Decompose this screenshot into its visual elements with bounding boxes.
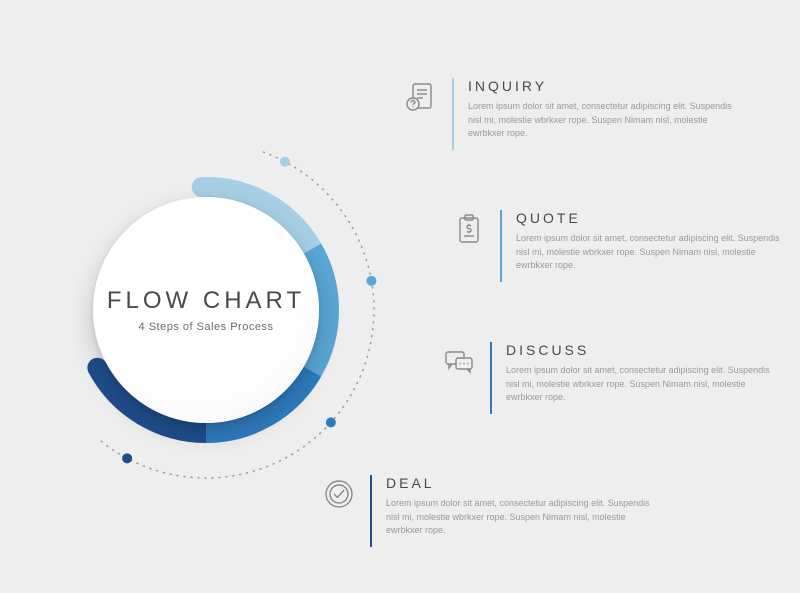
step-body: Lorem ipsum dolor sit amet, consectetur … (386, 497, 656, 538)
connector-node (280, 157, 290, 167)
step-quote: QUOTE Lorem ipsum dolor sit amet, consec… (452, 210, 786, 282)
center-title: FLOW CHART (107, 287, 305, 315)
connector-node (366, 276, 376, 286)
step-divider (490, 342, 492, 414)
step-divider (370, 475, 372, 547)
connector-node (326, 417, 336, 427)
step-title: DEAL (386, 475, 656, 491)
step-inquiry: INQUIRY Lorem ipsum dolor sit amet, cons… (404, 78, 738, 150)
connector-node (122, 453, 132, 463)
infographic-stage: FLOW CHART 4 Steps of Sales Process INQU… (0, 0, 800, 593)
center-disc: FLOW CHART 4 Steps of Sales Process (93, 197, 319, 423)
step-deal: DEAL Lorem ipsum dolor sit amet, consect… (322, 475, 656, 547)
step-divider (500, 210, 502, 282)
step-discuss: DISCUSS Lorem ipsum dolor sit amet, cons… (442, 342, 776, 414)
step-title: INQUIRY (468, 78, 738, 94)
check-circle-icon (322, 477, 356, 511)
center-subtitle: 4 Steps of Sales Process (139, 321, 274, 333)
step-body: Lorem ipsum dolor sit amet, consectetur … (516, 232, 786, 273)
step-title: DISCUSS (506, 342, 776, 358)
step-body: Lorem ipsum dolor sit amet, consectetur … (506, 364, 776, 405)
clipboard-dollar-icon (452, 212, 486, 246)
document-question-icon (404, 80, 438, 114)
step-body: Lorem ipsum dolor sit amet, consectetur … (468, 100, 738, 141)
step-title: QUOTE (516, 210, 786, 226)
step-divider (452, 78, 454, 150)
chat-bubbles-icon (442, 344, 476, 378)
